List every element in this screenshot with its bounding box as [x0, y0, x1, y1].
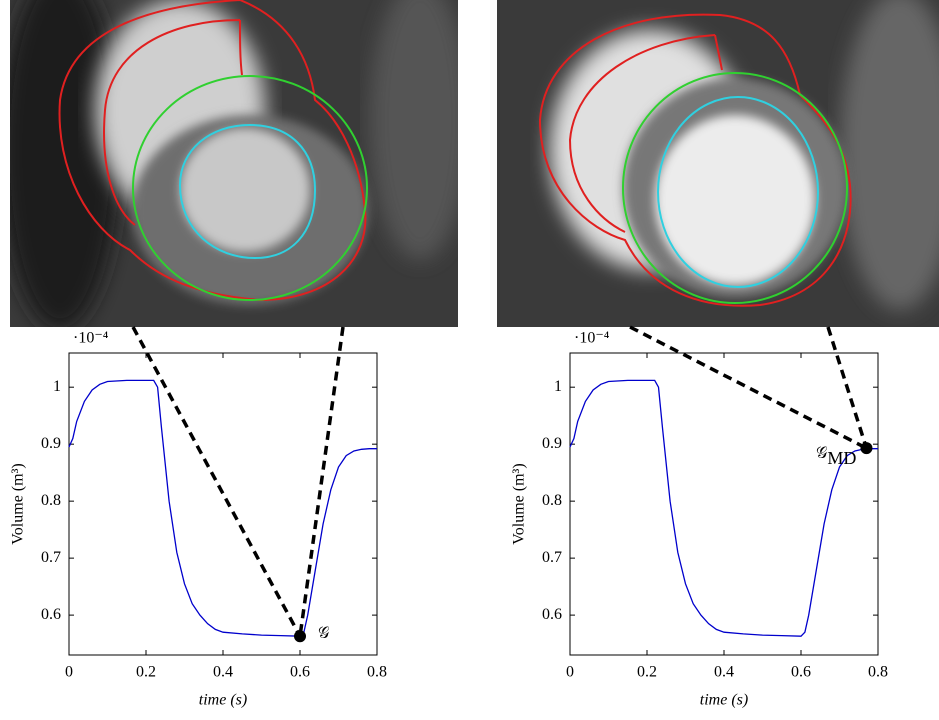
callout-line: [826, 326, 869, 449]
x-tick-label: 0.8: [868, 664, 888, 681]
state-marker: [294, 630, 306, 643]
x-tick-label: 0: [566, 664, 574, 681]
state-label-main: 𝒢: [816, 445, 828, 462]
y-axis-label: Volume (m³): [511, 463, 528, 544]
x-tick-label: 0.6: [791, 664, 811, 681]
y-tick-label: 0.8: [41, 492, 61, 509]
callout-line: [629, 325, 868, 450]
volume-line: [68, 379, 377, 637]
axis-multiplier: ·10⁻⁴: [73, 330, 109, 347]
y-tick-label: 0.6: [41, 606, 61, 623]
mri-image-right: [497, 0, 939, 327]
x-tick-label: 0.2: [637, 664, 657, 681]
state-label: 𝒢MD: [816, 445, 856, 468]
y-tick-label: 0.7: [41, 549, 61, 566]
y-tick-label: 1: [554, 378, 562, 395]
y-tick-label: 0.9: [41, 435, 61, 452]
x-tick-label: 0.6: [290, 664, 310, 681]
mri-image-left: [10, 0, 458, 327]
x-axis-label: time (s): [199, 692, 247, 709]
x-tick-label: 0.8: [367, 664, 387, 681]
axis-multiplier: ·10⁻⁴: [574, 330, 610, 347]
state-label-sub: MD: [827, 448, 856, 468]
volume-line: [569, 379, 878, 637]
y-tick-label: 0.6: [542, 606, 562, 623]
y-tick-label: 0.7: [542, 549, 562, 566]
state-label: 𝒢: [318, 625, 330, 642]
callout-line: [298, 326, 345, 637]
callout-line: [131, 326, 302, 638]
plot-frame: [68, 352, 378, 656]
y-tick-label: 0.8: [542, 492, 562, 509]
y-tick-label: 1: [53, 378, 61, 395]
x-axis-label: time (s): [700, 692, 748, 709]
x-tick-label: 0.2: [136, 664, 156, 681]
x-tick-label: 0.4: [213, 664, 233, 681]
x-tick-label: 0.4: [714, 664, 734, 681]
plot-frame: [569, 352, 879, 656]
y-axis-label: Volume (m³): [10, 463, 27, 544]
x-tick-label: 0: [65, 664, 73, 681]
y-tick-label: 0.9: [542, 435, 562, 452]
state-marker: [860, 442, 873, 455]
